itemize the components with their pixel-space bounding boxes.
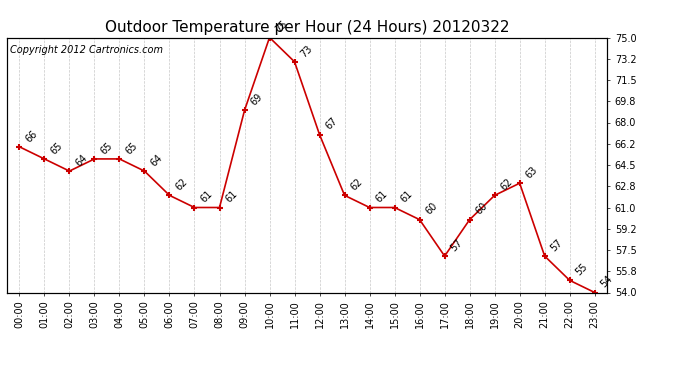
Text: 69: 69	[248, 92, 264, 108]
Text: 63: 63	[524, 165, 540, 180]
Text: 62: 62	[174, 177, 190, 193]
Text: Copyright 2012 Cartronics.com: Copyright 2012 Cartronics.com	[10, 45, 163, 55]
Text: 66: 66	[23, 128, 39, 144]
Text: 60: 60	[474, 201, 489, 217]
Text: 62: 62	[499, 177, 515, 193]
Text: 73: 73	[299, 43, 315, 59]
Text: 67: 67	[324, 116, 339, 132]
Text: 61: 61	[399, 189, 415, 205]
Text: 61: 61	[224, 189, 239, 205]
Text: 60: 60	[424, 201, 440, 217]
Text: 61: 61	[199, 189, 215, 205]
Text: 57: 57	[448, 237, 464, 253]
Text: 65: 65	[124, 140, 139, 156]
Text: 64: 64	[148, 153, 164, 168]
Text: 64: 64	[74, 153, 89, 168]
Text: 65: 65	[99, 140, 115, 156]
Text: 65: 65	[48, 140, 64, 156]
Text: 55: 55	[574, 262, 590, 278]
Text: 54: 54	[599, 274, 615, 290]
Title: Outdoor Temperature per Hour (24 Hours) 20120322: Outdoor Temperature per Hour (24 Hours) …	[105, 20, 509, 35]
Text: 75: 75	[274, 19, 290, 35]
Text: 57: 57	[549, 237, 564, 253]
Text: 61: 61	[374, 189, 389, 205]
Text: 62: 62	[348, 177, 364, 193]
